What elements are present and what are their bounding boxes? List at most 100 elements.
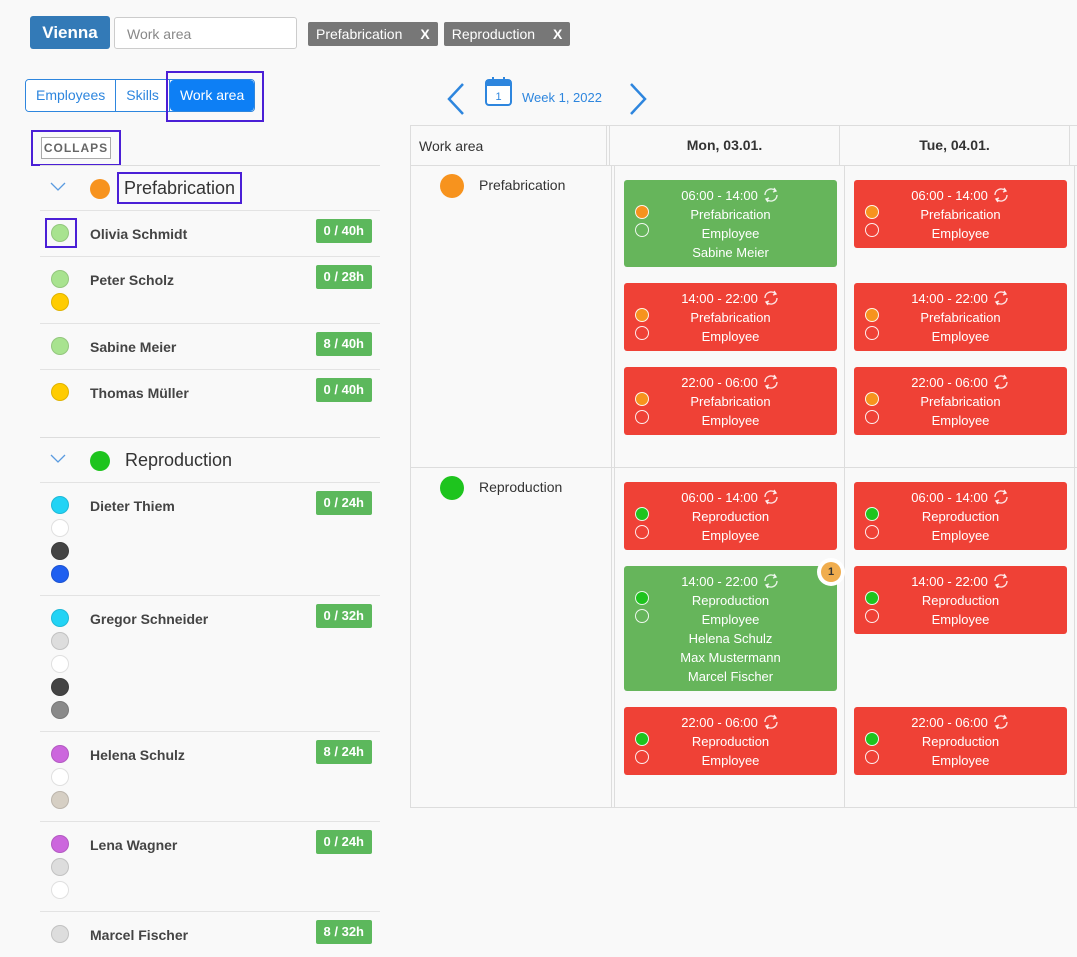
repeat-icon[interactable] bbox=[762, 187, 780, 203]
shift-card[interactable]: 06:00 - 14:00 Reproduction Employee bbox=[624, 482, 837, 550]
repeat-arrows bbox=[764, 574, 778, 588]
shift-card[interactable]: 06:00 - 14:00 Prefabrication Employee bbox=[854, 180, 1067, 248]
hours-badge: 0 / 24h bbox=[315, 830, 372, 854]
shift-role: Employee bbox=[931, 226, 990, 241]
repeat-icon[interactable] bbox=[992, 290, 1010, 306]
skill-dot bbox=[51, 565, 69, 583]
skill-dots bbox=[51, 835, 71, 899]
open-indicator bbox=[865, 525, 879, 539]
collapse-chevron[interactable] bbox=[50, 452, 66, 464]
week-label: Week 1, 2022 bbox=[522, 90, 602, 105]
arrow-head bbox=[772, 714, 777, 720]
group-dot bbox=[90, 179, 110, 199]
shift-card[interactable]: 14:00 - 22:00 Prefabrication Employee bbox=[854, 283, 1067, 351]
area-cell: Prefabrication bbox=[410, 166, 615, 467]
shift-slot: 06:00 - 14:00 Reproduction Employee 06:00 -… bbox=[615, 468, 1077, 550]
shift-card[interactable]: 14:00 - 22:00 Reproduction Employee bbox=[854, 566, 1067, 634]
arrow-head bbox=[1002, 489, 1007, 495]
repeat-icon[interactable] bbox=[992, 573, 1010, 589]
arrow-head bbox=[772, 187, 777, 193]
next-week[interactable] bbox=[628, 82, 648, 116]
area-indicator bbox=[635, 507, 649, 521]
shift-role: Employee bbox=[931, 528, 990, 543]
employee-row[interactable]: Sabine Meier 8 / 40h bbox=[40, 323, 380, 369]
open-indicator bbox=[865, 750, 879, 764]
search-input[interactable]: Work area bbox=[114, 17, 297, 49]
assigned-employee: Max Mustermann bbox=[680, 650, 781, 665]
arrow-head bbox=[764, 384, 770, 390]
skill-dot bbox=[51, 768, 69, 786]
repeat-icon[interactable] bbox=[992, 489, 1010, 505]
employee-row[interactable]: Peter Scholz 0 / 28h bbox=[40, 256, 380, 323]
repeat-icon[interactable] bbox=[992, 187, 1010, 203]
shift-card[interactable]: 22:00 - 06:00 Reproduction Employee bbox=[624, 707, 837, 775]
tab[interactable]: Skills bbox=[116, 80, 170, 111]
chevron bbox=[50, 182, 66, 191]
employee-row[interactable]: Gregor Schneider 0 / 32h bbox=[40, 595, 380, 731]
group-name: Reproduction bbox=[125, 450, 233, 470]
skill-dots bbox=[51, 270, 71, 311]
repeat-icon[interactable] bbox=[992, 714, 1010, 730]
employee-row[interactable]: Olivia Schmidt 0 / 40h bbox=[40, 210, 380, 256]
repeat-arrows bbox=[994, 715, 1008, 729]
hours-badge: 8 / 24h bbox=[315, 740, 372, 764]
shift-role: Employee bbox=[931, 612, 990, 627]
employee-name: Helena Schulz bbox=[90, 747, 185, 763]
area-indicator bbox=[865, 732, 879, 746]
shift-time-line: 22:00 - 06:00 bbox=[624, 713, 837, 732]
tab[interactable]: Work area bbox=[169, 80, 255, 111]
chevron-left bbox=[447, 83, 464, 115]
shift-card[interactable]: 22:00 - 06:00 Prefabrication Employee bbox=[854, 367, 1067, 435]
shift-card[interactable]: 14:00 - 22:00 Reproduction Employee Helena … bbox=[624, 558, 845, 691]
open-indicator bbox=[635, 223, 649, 237]
arrow-head bbox=[764, 300, 770, 306]
repeat-icon[interactable] bbox=[762, 374, 780, 390]
repeat-icon[interactable] bbox=[762, 489, 780, 505]
shift-card[interactable]: 06:00 - 14:00 Reproduction Employee bbox=[854, 482, 1067, 550]
skill-dot bbox=[51, 270, 69, 288]
arrow-head bbox=[1002, 714, 1007, 720]
skill-dots bbox=[51, 609, 71, 719]
shift-slot: 22:00 - 06:00 Reproduction Employee 22:00 -… bbox=[615, 691, 1077, 807]
employee-name: Gregor Schneider bbox=[90, 611, 209, 627]
repeat-icon[interactable] bbox=[762, 714, 780, 730]
shift-card[interactable]: 06:00 - 14:00 Prefabrication Employee Sabin… bbox=[624, 180, 837, 267]
shift-card[interactable]: 22:00 - 06:00 Reproduction Employee bbox=[854, 707, 1067, 775]
repeat-icon[interactable] bbox=[762, 290, 780, 306]
employee-row[interactable]: Thomas Müller 0 / 40h bbox=[40, 369, 380, 415]
chevron bbox=[50, 454, 66, 463]
badge: 1 bbox=[817, 558, 845, 586]
employee-row[interactable]: Helena Schulz 8 / 24h bbox=[40, 731, 380, 821]
employee-group: Reproduction Dieter Thiem 0 / 24h Gregor Sc… bbox=[40, 437, 380, 957]
shift-area: Reproduction bbox=[691, 509, 770, 524]
employee-row[interactable]: Lena Wagner 0 / 24h bbox=[40, 821, 380, 911]
area-cell: Reproduction bbox=[410, 468, 615, 807]
shift-area: Prefabrication bbox=[920, 394, 1001, 409]
location-button[interactable]: Vienna bbox=[30, 16, 110, 49]
employee-row[interactable]: Dieter Thiem 0 / 24h bbox=[40, 482, 380, 595]
prev-week[interactable] bbox=[446, 82, 466, 116]
collapse-button[interactable]: COLLAPS bbox=[41, 137, 111, 159]
repeat-icon[interactable] bbox=[762, 573, 780, 589]
calendar-icon[interactable]: 1 bbox=[484, 76, 514, 108]
skill-dot bbox=[51, 519, 69, 537]
calendar-top bbox=[486, 80, 511, 86]
shift-time: 06:00 - 14:00 bbox=[681, 490, 758, 505]
shift-area: Reproduction bbox=[691, 734, 770, 749]
shift-role: Employee bbox=[701, 753, 760, 768]
collapse-chevron[interactable] bbox=[50, 180, 66, 192]
remove-filter[interactable]: X bbox=[420, 26, 430, 42]
shift-slots: 06:00 - 14:00 Prefabrication Employee Sabin… bbox=[615, 166, 1077, 467]
tab[interactable]: Employees bbox=[26, 80, 117, 111]
arrow-head bbox=[1002, 290, 1007, 296]
shift-role: Employee bbox=[931, 413, 990, 428]
employee-list: Prefabrication Olivia Schmidt 0 / 40h Peter… bbox=[40, 165, 380, 957]
repeat-icon[interactable] bbox=[992, 374, 1010, 390]
remove-filter[interactable]: X bbox=[553, 26, 563, 42]
shift-card[interactable]: 14:00 - 22:00 Prefabrication Employee bbox=[624, 283, 837, 351]
day-cell: 06:00 - 14:00 Prefabrication Employee Sabin… bbox=[615, 166, 845, 267]
shift-card[interactable]: 22:00 - 06:00 Prefabrication Employee bbox=[624, 367, 837, 435]
repeat-arrows bbox=[994, 291, 1008, 305]
open-indicator bbox=[865, 326, 879, 340]
employee-row[interactable]: Marcel Fischer 8 / 32h bbox=[40, 911, 380, 957]
